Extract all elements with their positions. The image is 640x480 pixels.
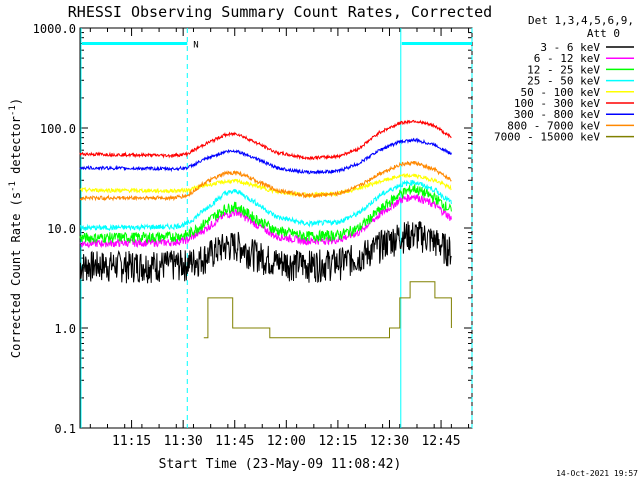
timestamp: 14-Oct-2021 19:57: [556, 469, 638, 478]
legend-header-2: Att 0: [587, 27, 620, 40]
series-line: [79, 194, 452, 249]
series-line: [79, 172, 452, 199]
night-markers: N: [80, 28, 473, 428]
legend-label: 25 - 50 keV: [527, 75, 600, 88]
legend-label: 7000 - 15000 keV: [494, 131, 600, 144]
series-line: [203, 281, 452, 339]
legend-label: 300 - 800 keV: [514, 108, 600, 121]
series-line: [79, 137, 452, 175]
legend-label: 800 - 7000 keV: [507, 119, 600, 132]
x-tick-label: 11:45: [215, 434, 254, 449]
night-label: N: [193, 40, 198, 50]
y-tick-label: 1000.0: [33, 22, 76, 36]
legend-header-1: Det 1,3,4,5,6,9,: [528, 14, 634, 27]
x-tick-label: 12:15: [318, 434, 357, 449]
x-tick-label: 12:00: [267, 434, 306, 449]
x-axis-label: Start Time (23-May-09 11:08:42): [159, 457, 402, 472]
chart-title: RHESSI Observing Summary Count Rates, Co…: [68, 3, 492, 21]
y-tick-label: 100.0: [40, 122, 76, 136]
y-axis-label: Corrected Count Rate (s-1 detector-1): [8, 98, 23, 358]
legend-label: 3 - 6 keV: [540, 41, 600, 54]
x-tick-label: 11:30: [164, 434, 203, 449]
x-tick-label: 12:30: [370, 434, 409, 449]
x-tick-label: 12:45: [421, 434, 460, 449]
series-line: [79, 119, 452, 161]
x-axis-ticks: 11:15 11:30 11:45 12:00 12:15 12:30 12:45: [89, 28, 470, 449]
legend-label: 50 - 100 keV: [521, 86, 601, 99]
y-tick-label: 0.1: [54, 422, 76, 436]
series-line: [79, 160, 452, 202]
y-axis-ticks: 1000.0 100.0 10.0 1.0 0.1: [33, 22, 472, 436]
series-line: [79, 220, 452, 284]
legend-label: 100 - 300 keV: [514, 97, 600, 110]
legend-label: 12 - 25 keV: [527, 63, 600, 76]
series-line: [79, 184, 452, 244]
y-tick-label: 1.0: [54, 322, 76, 336]
series-group: [79, 119, 452, 339]
series-line: [79, 179, 452, 232]
y-tick-label: 10.0: [47, 222, 76, 236]
legend-label: 6 - 12 keV: [534, 52, 601, 65]
x-tick-label: 11:15: [112, 434, 151, 449]
